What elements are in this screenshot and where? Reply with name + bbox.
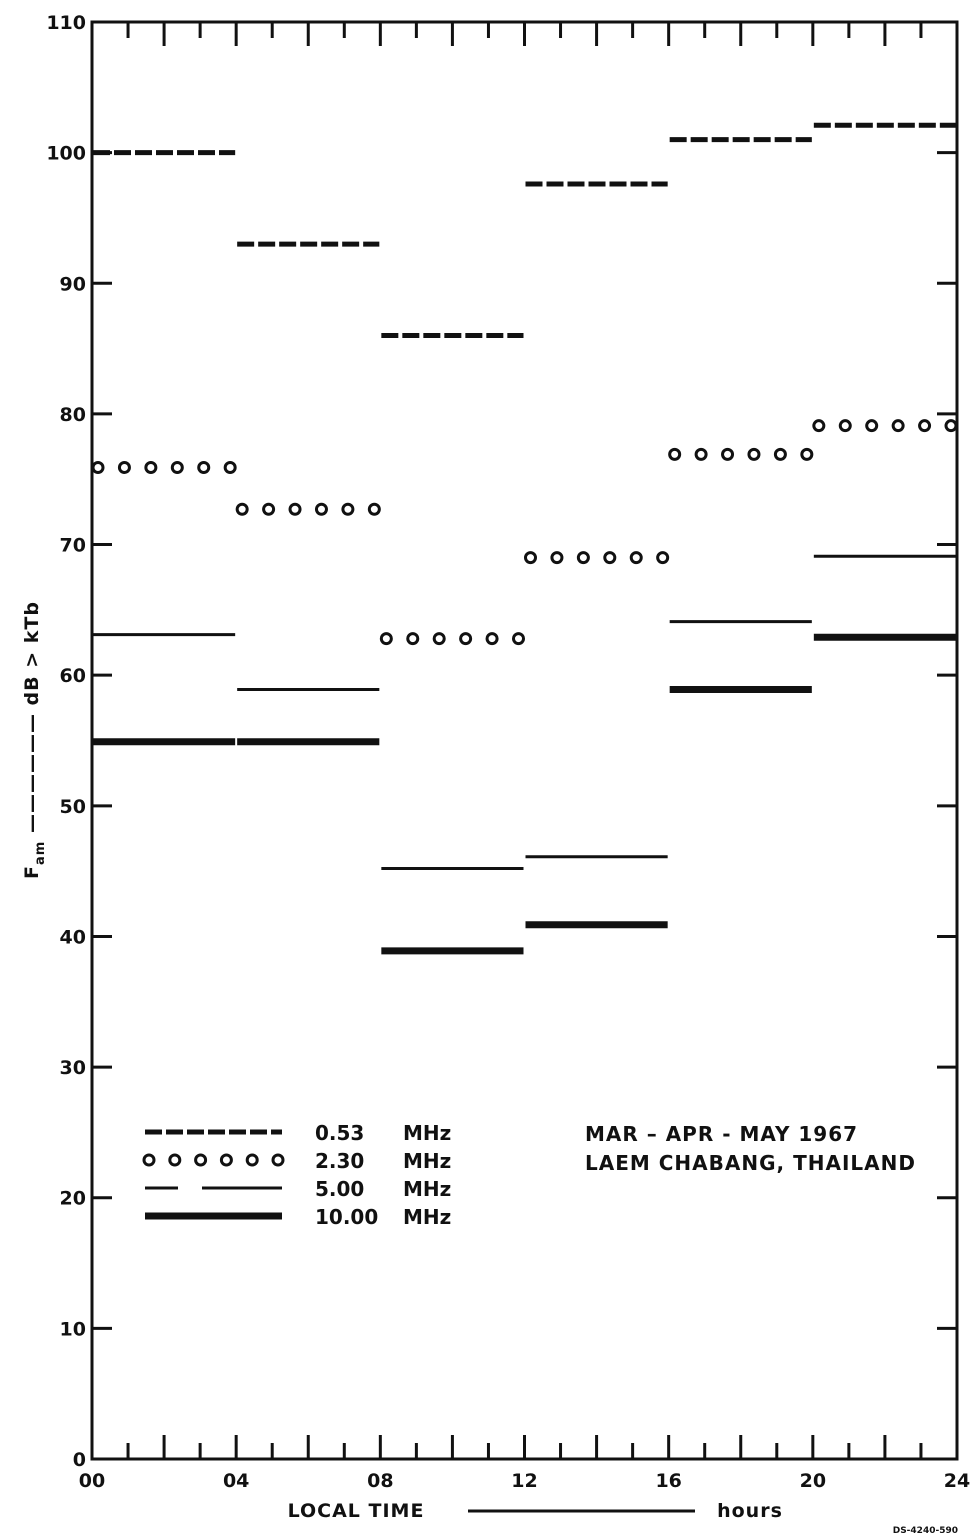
series-point xyxy=(432,632,446,646)
series-point xyxy=(603,551,617,565)
legend-entry: 0.53 MHz xyxy=(145,1121,451,1145)
series-point xyxy=(800,447,814,461)
series-point xyxy=(288,502,302,516)
legend-unit: MHz xyxy=(403,1177,451,1201)
legend-swatch xyxy=(219,1153,233,1167)
y-axis-title-main: F xyxy=(21,865,43,879)
legend-label: 10.00 xyxy=(315,1205,378,1229)
x-axis-title: LOCAL TIME xyxy=(288,1500,425,1522)
legend-unit: MHz xyxy=(403,1149,451,1173)
legend-swatch xyxy=(271,1153,285,1167)
legend-swatch xyxy=(245,1153,259,1167)
series-point xyxy=(668,447,682,461)
figure-code: DS-4240-590 xyxy=(893,1526,958,1536)
series-point xyxy=(629,551,643,565)
series-0.53 xyxy=(93,122,956,339)
series-point xyxy=(223,460,237,474)
y-tick-label: 10 xyxy=(60,1318,86,1340)
series-point xyxy=(576,551,590,565)
x-tick-label: 20 xyxy=(800,1470,826,1492)
legend-entry: 2.30 MHz xyxy=(142,1149,451,1173)
series-10.00 xyxy=(93,633,956,955)
annotation-period: MAR – APR - MAY 1967 xyxy=(585,1122,858,1146)
legend-label: 5.00 xyxy=(315,1177,364,1201)
series-point xyxy=(406,632,420,646)
series-point xyxy=(694,447,708,461)
series-point xyxy=(91,460,105,474)
series-point xyxy=(144,460,158,474)
series-point xyxy=(235,502,249,516)
legend-swatch xyxy=(142,1153,156,1167)
legend-unit: MHz xyxy=(403,1205,451,1229)
series-point xyxy=(891,419,905,433)
series-point xyxy=(865,419,879,433)
series-point xyxy=(944,419,958,433)
y-tick-label: 50 xyxy=(60,796,86,818)
x-tick-label: 04 xyxy=(223,1470,249,1492)
series-point xyxy=(524,551,537,565)
legend-swatch xyxy=(168,1153,182,1167)
legend-unit: MHz xyxy=(403,1121,451,1145)
y-axis-title: Fam —————— dB > kTb xyxy=(21,601,48,879)
series-2.30 xyxy=(91,419,958,646)
series-point xyxy=(367,502,381,516)
series-point xyxy=(512,632,525,646)
y-axis-title-subscript: am xyxy=(33,841,48,865)
series-point xyxy=(314,502,328,516)
y-tick-label: 20 xyxy=(60,1188,86,1210)
y-tick-label: 110 xyxy=(46,12,86,34)
series-5.00 xyxy=(93,554,956,871)
series-point xyxy=(812,419,826,433)
series-point xyxy=(747,447,761,461)
y-tick-label: 100 xyxy=(46,143,86,165)
series-point xyxy=(262,502,276,516)
legend-swatch xyxy=(194,1153,208,1167)
x-tick-label: 08 xyxy=(367,1470,393,1492)
y-tick-label: 80 xyxy=(60,404,86,426)
x-tick-label: 00 xyxy=(79,1470,105,1492)
series-point xyxy=(117,460,131,474)
y-tick-label: 60 xyxy=(60,665,86,687)
series-point xyxy=(197,460,211,474)
y-tick-label: 70 xyxy=(60,535,86,557)
x-tick-label: 24 xyxy=(944,1470,970,1492)
series-point xyxy=(341,502,355,516)
series-point xyxy=(550,551,564,565)
y-axis-title-suffix: dB > kTb xyxy=(21,601,43,705)
annotation-location: LAEM CHABANG, THAILAND xyxy=(585,1151,916,1175)
legend-label: 2.30 xyxy=(315,1149,364,1173)
y-tick-label: 90 xyxy=(60,273,86,295)
series-point xyxy=(170,460,184,474)
series-point xyxy=(485,632,499,646)
series-point xyxy=(656,551,670,565)
y-tick-label: 30 xyxy=(60,1057,86,1079)
legend-entry: 5.00 MHz xyxy=(145,1177,451,1201)
legend-entry: 10.00 MHz xyxy=(145,1205,451,1229)
x-tick-label: 12 xyxy=(511,1470,537,1492)
series-point xyxy=(379,632,393,646)
y-tick-label: 40 xyxy=(60,926,86,948)
series-point xyxy=(773,447,787,461)
series-point xyxy=(918,419,932,433)
series-point xyxy=(838,419,852,433)
x-tick-label: 16 xyxy=(655,1470,681,1492)
x-axis-unit: hours xyxy=(717,1500,783,1522)
legend-label: 0.53 xyxy=(315,1121,364,1145)
y-tick-label: 0 xyxy=(73,1449,86,1471)
series-point xyxy=(721,447,735,461)
series-point xyxy=(459,632,473,646)
